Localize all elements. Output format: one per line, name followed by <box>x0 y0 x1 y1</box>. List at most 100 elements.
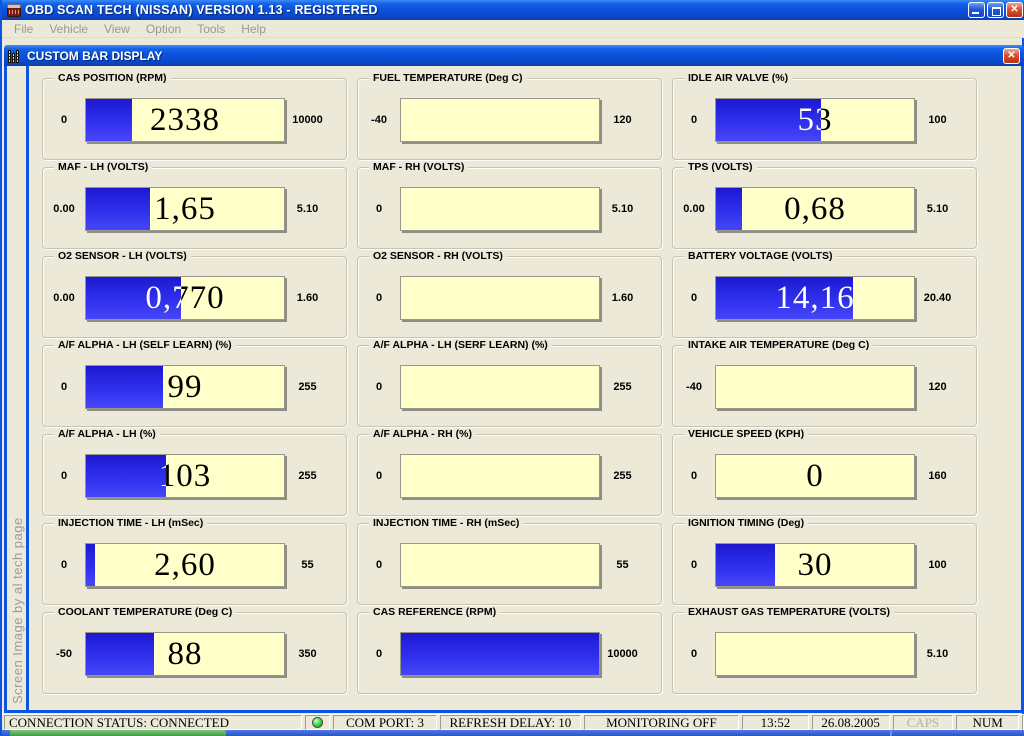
gauge-min-label: 0 <box>690 114 698 126</box>
gauge-label: INTAKE AIR TEMPERATURE (Deg C) <box>684 339 874 351</box>
gauge-min-label: 0 <box>375 559 383 571</box>
gauge-bar: 53 53 <box>715 98 915 142</box>
gauge-max-label: 1.60 <box>296 292 319 304</box>
gauge-bar: 0 0 <box>715 454 915 498</box>
gauge-value: 99 <box>167 368 203 405</box>
gauge-bar <box>400 187 600 231</box>
gauge-panel: IGNITION TIMING (Deg) 0 30 30 100 <box>672 517 977 605</box>
clock: 13:52 <box>742 715 809 730</box>
gauge-max-label: 255 <box>298 470 317 482</box>
gauge-value <box>716 633 914 675</box>
title-bar: OBD SCAN TECH (NISSAN) VERSION 1.13 - RE… <box>2 0 1024 20</box>
menu-file[interactable]: File <box>14 21 34 36</box>
gauge-min-label: 0 <box>375 381 383 393</box>
monitoring-status: MONITORING OFF <box>583 715 740 730</box>
gauge-max-label: 55 <box>301 559 314 571</box>
gauge-label: FUEL TEMPERATURE (Deg C) <box>369 72 527 84</box>
gauge-max-label: 55 <box>616 559 629 571</box>
gauge-value <box>401 366 599 408</box>
gauge-min-label: 0.00 <box>53 203 75 215</box>
menu-bar: File Vehicle View Option Tools Help <box>2 20 1024 38</box>
gauge-panel: A/F ALPHA - LH (%) 0 103 103 255 <box>42 428 347 516</box>
gauge-bar-fill <box>86 544 96 586</box>
gauge-label: BATTERY VOLTAGE (VOLTS) <box>684 250 837 262</box>
taskbar-divider <box>890 730 892 736</box>
gauge-panel: TPS (VOLTS) 0.00 0,68 0,68 5.10 <box>672 161 977 249</box>
gauge-label: INJECTION TIME - RH (mSec) <box>369 517 524 529</box>
child-title-bar: CUSTOM BAR DISPLAY ✕ <box>4 45 1024 66</box>
gauge-label: COOLANT TEMPERATURE (Deg C) <box>54 606 237 618</box>
gauge-value: 1,65 <box>154 190 216 227</box>
gauge-min-label: 0.00 <box>683 203 705 215</box>
restore-button[interactable] <box>987 2 1004 18</box>
gauge-min-label: 0 <box>690 470 698 482</box>
gauge-bar: 0,770 0,770 <box>85 276 285 320</box>
gauge-bar-fill <box>86 366 163 408</box>
gauge-value-overlay: 0,770 <box>145 279 225 316</box>
gauge-bar-fill <box>86 633 155 675</box>
date: 26.08.2005 <box>811 715 890 730</box>
app-icon <box>7 3 21 17</box>
menu-option[interactable]: Option <box>145 21 182 36</box>
gauge-bar: 2,60 2,60 <box>85 543 285 587</box>
close-button[interactable]: ✕ <box>1006 2 1023 18</box>
gauge-label: MAF - LH (VOLTS) <box>54 161 153 173</box>
child-close-button[interactable]: ✕ <box>1003 47 1020 64</box>
gauge-min-label: -40 <box>371 114 387 126</box>
gauge-bar <box>400 365 600 409</box>
minimize-button[interactable] <box>968 2 985 18</box>
refresh-delay-status: REFRESH DELAY: 10 <box>440 715 581 730</box>
gauge-max-label: 10000 <box>292 114 323 126</box>
gauge-bar-fill <box>716 99 821 141</box>
taskbar-sliver[interactable] <box>2 730 1024 736</box>
gauge-label: EXHAUST GAS TEMPERATURE (VOLTS) <box>684 606 895 618</box>
gauge-label: MAF - RH (VOLTS) <box>369 161 469 173</box>
menu-vehicle[interactable]: Vehicle <box>49 21 89 36</box>
gauge-panel: MAF - RH (VOLTS) 0 5.10 <box>357 161 662 249</box>
gauge-min-label: 0 <box>60 114 68 126</box>
gauge-value-overlay: 14,16 <box>775 279 855 316</box>
gauge-label: TPS (VOLTS) <box>684 161 757 173</box>
gauge-value-overlay <box>401 633 599 675</box>
gauge-panel: VEHICLE SPEED (KPH) 0 0 0 160 <box>672 428 977 516</box>
num-indicator: NUM <box>956 715 1019 730</box>
bar-chart-icon <box>8 49 22 63</box>
gauge-panel: CAS REFERENCE (RPM) 0 10000 <box>357 606 662 694</box>
gauge-max-label: 100 <box>928 114 947 126</box>
gauge-bar-fill <box>401 633 599 675</box>
gauge-bar <box>400 276 600 320</box>
menu-view[interactable]: View <box>104 21 130 36</box>
gauge-bar <box>715 365 915 409</box>
gauge-min-label: 0 <box>375 470 383 482</box>
gauge-label: A/F ALPHA - LH (SELF LEARN) (%) <box>54 339 236 351</box>
gauge-value: 14,16 <box>775 279 855 316</box>
gauge-label: CAS POSITION (RPM) <box>54 72 171 84</box>
menu-help[interactable]: Help <box>241 21 266 36</box>
gauge-bar-fill <box>716 544 776 586</box>
gauge-max-label: 350 <box>298 648 317 660</box>
gauge-bar-fill <box>86 455 166 497</box>
menu-tools[interactable]: Tools <box>197 21 226 36</box>
child-window-body: Screen Image by al tech page CAS POSITIO… <box>7 66 1021 710</box>
gauge-panel: IDLE AIR VALVE (%) 0 53 53 100 <box>672 72 977 160</box>
gauge-label: O2 SENSOR - LH (VOLTS) <box>54 250 191 262</box>
connection-status: CONNECTION STATUS: CONNECTED <box>4 715 303 730</box>
gauge-min-label: 0 <box>375 203 383 215</box>
gauge-panel: CAS POSITION (RPM) 0 2338 2338 10000 <box>42 72 347 160</box>
gauge-bar: 103 103 <box>85 454 285 498</box>
gauge-min-label: -50 <box>56 648 72 660</box>
gauge-value: 2,60 <box>154 546 216 583</box>
gauge-max-label: 5.10 <box>611 203 634 215</box>
window-border-accent <box>26 66 29 710</box>
gauge-panel: BATTERY VOLTAGE (VOLTS) 0 14,16 14,16 20… <box>672 250 977 338</box>
gauge-panel: COOLANT TEMPERATURE (Deg C) -50 88 88 35… <box>42 606 347 694</box>
gauge-bar: 0,68 0,68 <box>715 187 915 231</box>
gauge-max-label: 160 <box>928 470 947 482</box>
gauge-panel: MAF - LH (VOLTS) 0.00 1,65 1,65 5.10 <box>42 161 347 249</box>
gauge-panel: INJECTION TIME - RH (mSec) 0 55 <box>357 517 662 605</box>
gauge-max-label: 120 <box>613 114 632 126</box>
taskbar-button[interactable] <box>10 730 226 736</box>
gauge-label: CAS REFERENCE (RPM) <box>369 606 501 618</box>
gauge-max-label: 255 <box>298 381 317 393</box>
